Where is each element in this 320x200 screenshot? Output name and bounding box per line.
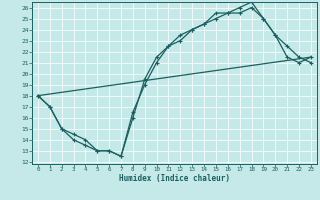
X-axis label: Humidex (Indice chaleur): Humidex (Indice chaleur) bbox=[119, 174, 230, 183]
